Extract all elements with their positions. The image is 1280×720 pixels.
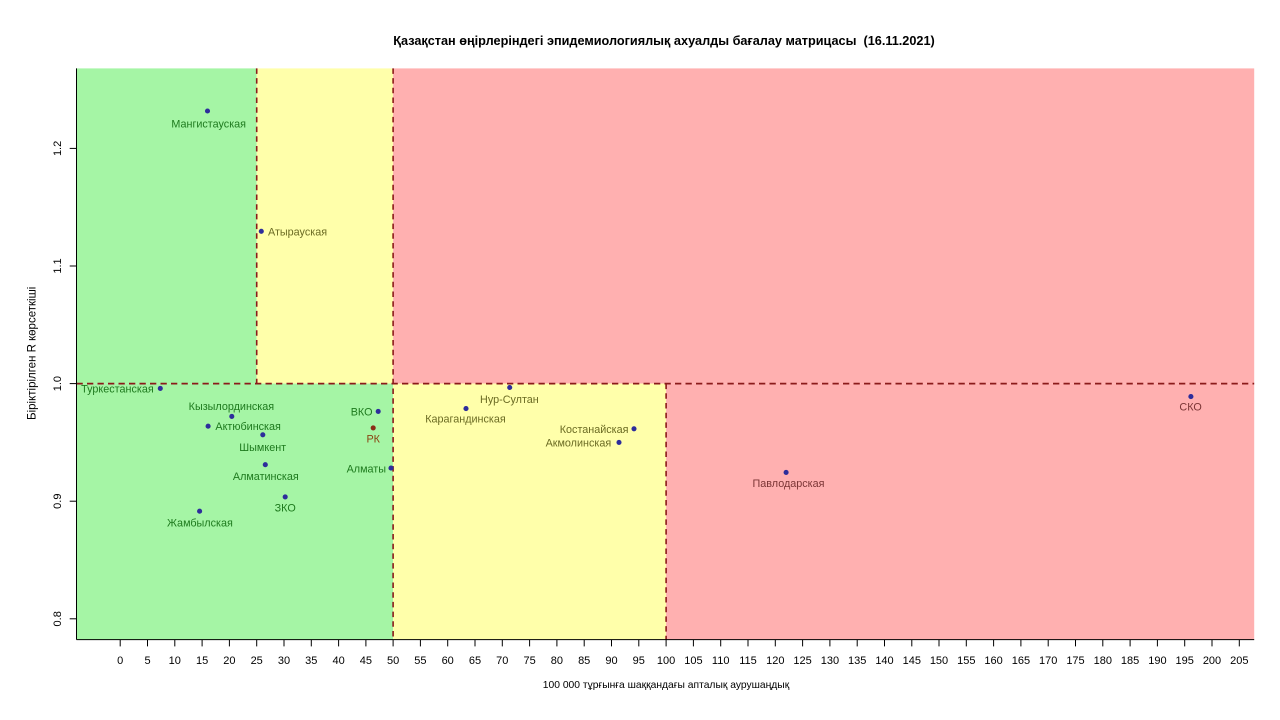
svg-text:205: 205	[1230, 655, 1248, 667]
svg-text:Туркестанская: Туркестанская	[81, 383, 154, 395]
svg-text:140: 140	[875, 655, 893, 667]
svg-text:60: 60	[442, 655, 454, 667]
svg-text:35: 35	[305, 655, 317, 667]
svg-text:110: 110	[712, 655, 730, 667]
svg-text:80: 80	[551, 655, 563, 667]
svg-text:Карагандинская: Карагандинская	[425, 414, 506, 426]
svg-text:165: 165	[1012, 655, 1030, 667]
svg-text:1.0: 1.0	[52, 376, 64, 391]
svg-text:150: 150	[930, 655, 948, 667]
svg-text:Кызылординская: Кызылординская	[189, 401, 275, 413]
svg-text:0.8: 0.8	[52, 611, 64, 626]
svg-text:200: 200	[1203, 655, 1221, 667]
svg-text:ВКО: ВКО	[351, 406, 373, 418]
svg-text:Атырауская: Атырауская	[268, 226, 327, 238]
svg-text:1.1: 1.1	[52, 258, 64, 273]
svg-text:Алматинская: Алматинская	[233, 471, 299, 483]
svg-text:Жамбылская: Жамбылская	[167, 518, 233, 530]
svg-text:20: 20	[223, 655, 235, 667]
svg-text:55: 55	[414, 655, 426, 667]
svg-text:Қазақстан өңірлеріндегі эпидем: Қазақстан өңірлеріндегі эпидемиологиялық…	[393, 34, 935, 48]
svg-text:100 000 тұрғынға шаққандағы ап: 100 000 тұрғынға шаққандағы апталық ауру…	[543, 680, 790, 691]
svg-text:85: 85	[578, 655, 590, 667]
svg-text:Костанайская: Костанайская	[560, 424, 629, 436]
svg-text:130: 130	[821, 655, 839, 667]
svg-text:Нур-Султан: Нур-Султан	[480, 394, 539, 406]
svg-text:90: 90	[605, 655, 617, 667]
svg-text:75: 75	[523, 655, 535, 667]
svg-text:185: 185	[1121, 655, 1139, 667]
svg-text:95: 95	[633, 655, 645, 667]
svg-text:15: 15	[196, 655, 208, 667]
svg-text:45: 45	[360, 655, 372, 667]
svg-text:120: 120	[766, 655, 784, 667]
svg-text:Павлодарская: Павлодарская	[753, 478, 825, 490]
svg-text:135: 135	[848, 655, 866, 667]
svg-text:100: 100	[657, 655, 675, 667]
svg-text:180: 180	[1094, 655, 1112, 667]
svg-text:СКО: СКО	[1179, 402, 1201, 414]
svg-text:190: 190	[1148, 655, 1166, 667]
svg-text:ЗКО: ЗКО	[275, 502, 296, 514]
svg-text:30: 30	[278, 655, 290, 667]
svg-text:125: 125	[793, 655, 811, 667]
svg-text:145: 145	[903, 655, 921, 667]
svg-text:Актюбинская: Актюбинская	[215, 421, 281, 433]
svg-text:1.2: 1.2	[52, 141, 64, 156]
svg-text:0.9: 0.9	[52, 494, 64, 509]
svg-text:Шымкент: Шымкент	[239, 442, 286, 454]
svg-text:5: 5	[144, 655, 150, 667]
svg-text:Мангистауская: Мангистауская	[171, 119, 246, 131]
svg-text:25: 25	[251, 655, 263, 667]
svg-text:РК: РК	[366, 434, 380, 446]
svg-text:155: 155	[957, 655, 975, 667]
svg-text:10: 10	[169, 655, 181, 667]
svg-text:50: 50	[387, 655, 399, 667]
svg-text:0: 0	[117, 655, 123, 667]
svg-text:160: 160	[984, 655, 1002, 667]
svg-text:170: 170	[1039, 655, 1057, 667]
svg-text:115: 115	[739, 655, 757, 667]
svg-text:Алматы: Алматы	[347, 464, 387, 476]
svg-text:Біріктірілген R көрсеткіші: Біріктірілген R көрсеткіші	[27, 287, 39, 420]
svg-text:70: 70	[496, 655, 508, 667]
svg-text:40: 40	[332, 655, 344, 667]
svg-text:175: 175	[1066, 655, 1084, 667]
svg-text:Акмолинская: Акмолинская	[546, 438, 612, 450]
svg-text:105: 105	[684, 655, 702, 667]
svg-text:195: 195	[1176, 655, 1194, 667]
svg-text:65: 65	[469, 655, 481, 667]
